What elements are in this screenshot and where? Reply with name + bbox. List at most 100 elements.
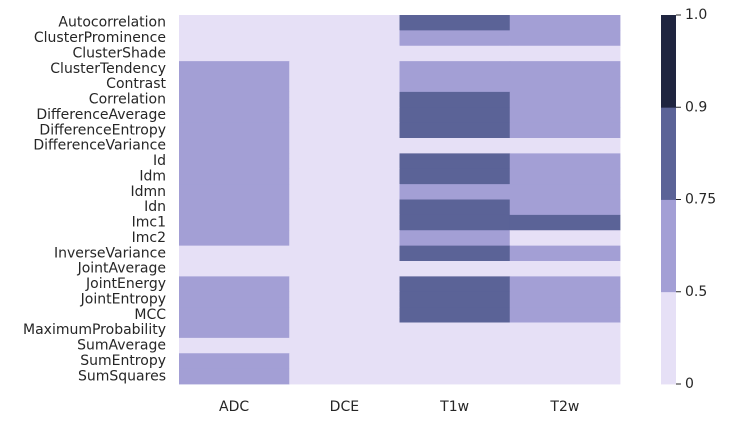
heatmap-cell (399, 138, 511, 154)
heatmap-cell (289, 168, 400, 185)
y-tick-label: Imc1 (132, 215, 166, 231)
y-tick-label: Contrast (106, 76, 166, 92)
heatmap-cell (399, 122, 511, 139)
heatmap-cell (399, 76, 511, 93)
colorbar: 0 0.5 0.75 0.9 1.0 (661, 7, 716, 392)
heatmap-cell (509, 322, 621, 339)
heatmap-cell (509, 230, 621, 247)
heatmap-cell (509, 107, 621, 124)
heatmap-cell (399, 153, 511, 170)
colorbar-segment (661, 15, 676, 108)
heatmap-cell (509, 122, 621, 139)
y-tick-label: ClusterTendency (50, 61, 166, 77)
heatmap-cell (509, 214, 621, 231)
heatmap-cell (289, 91, 400, 108)
x-tick-label: ADC (219, 399, 249, 415)
heatmap-cell (509, 307, 621, 323)
heatmap-cell (179, 45, 290, 62)
heatmap-cell (509, 261, 621, 277)
heatmap-cell (509, 184, 621, 200)
heatmap-cell (509, 337, 621, 354)
heatmap-cell (399, 276, 511, 293)
y-tick-label: JointEnergy (85, 276, 166, 292)
heatmap-cell (179, 337, 290, 354)
heatmap-cell (179, 276, 290, 293)
y-axis-labels: AutocorrelationClusterProminenceClusterS… (23, 15, 167, 385)
heatmap-cell (179, 184, 290, 200)
heatmap-cell (399, 230, 511, 247)
heatmap-cell (179, 307, 290, 323)
x-tick-label: DCE (330, 399, 359, 415)
y-tick-label: SumAverage (77, 338, 166, 354)
heatmap-cell (289, 214, 400, 231)
heatmap-cell (179, 138, 290, 154)
y-tick-label: MaximumProbability (23, 322, 166, 338)
colorbar-tick-label: 0.9 (685, 99, 707, 115)
y-tick-label: JointAverage (77, 261, 166, 277)
heatmap-cell (179, 15, 290, 31)
y-tick-label: MCC (134, 307, 166, 323)
y-tick-label: DifferenceAverage (36, 107, 166, 123)
heatmap-cell (289, 261, 400, 277)
heatmap-cell (509, 45, 621, 62)
colorbar-segment (661, 291, 676, 385)
heatmap-cell (289, 15, 400, 31)
heatmap-cell (289, 291, 400, 308)
heatmap-cell (289, 322, 400, 339)
heatmap-cell (179, 168, 290, 185)
y-tick-label: DifferenceEntropy (39, 122, 166, 138)
heatmap-cell (399, 291, 511, 308)
heatmap-cell (289, 276, 400, 293)
heatmap-cell (399, 261, 511, 277)
heatmap-cell (179, 245, 290, 262)
y-tick-label: SumSquares (78, 368, 166, 384)
heatmap-cell (289, 307, 400, 323)
heatmap-cell (289, 368, 400, 385)
heatmap-cell (509, 61, 621, 77)
heatmap-cell (179, 153, 290, 170)
heatmap-cell (399, 307, 511, 323)
heatmap-cell (289, 230, 400, 247)
heatmap-cell (179, 368, 290, 385)
heatmap-cell (509, 368, 621, 385)
heatmap-cell (509, 245, 621, 262)
heatmap-cell (509, 353, 621, 370)
heatmap-cell (399, 368, 511, 385)
heatmap-cell (289, 61, 400, 77)
heatmap-cell (399, 322, 511, 339)
heatmap-cell (179, 61, 290, 77)
heatmap-cell (179, 230, 290, 247)
heatmap-cell (399, 184, 511, 200)
colorbar-tick-label: 0.5 (685, 284, 707, 300)
heatmap-cell (289, 76, 400, 93)
heatmap-cell (509, 30, 621, 47)
heatmap-cell (289, 184, 400, 200)
y-tick-label: Imc2 (132, 230, 166, 246)
heatmap-cell (509, 291, 621, 308)
heatmap-cell (399, 61, 511, 77)
heatmap-cell (509, 276, 621, 293)
y-tick-label: JointEntropy (80, 291, 166, 307)
y-tick-label: Idm (139, 168, 166, 184)
heatmap-cell (289, 337, 400, 354)
heatmap-cell (179, 76, 290, 93)
heatmap-cell (289, 245, 400, 262)
heatmap-cell (289, 122, 400, 139)
heatmap-cell (509, 76, 621, 93)
heatmap-cell (509, 153, 621, 170)
heatmap-cell (509, 138, 621, 154)
heatmap-cell (399, 30, 511, 47)
colorbar-tick-label: 0 (685, 376, 694, 392)
heatmap-cell (289, 45, 400, 62)
heatmap-cell (289, 153, 400, 170)
heatmap-cell (399, 214, 511, 231)
y-tick-label: Correlation (89, 92, 166, 108)
heatmap-cell (179, 322, 290, 339)
heatmap-cell (399, 337, 511, 354)
heatmap-cell (509, 168, 621, 185)
y-tick-label: InverseVariance (54, 245, 166, 261)
x-tick-label: T1w (439, 399, 469, 415)
heatmap-cell (289, 30, 400, 47)
heatmap-cell (509, 199, 621, 216)
